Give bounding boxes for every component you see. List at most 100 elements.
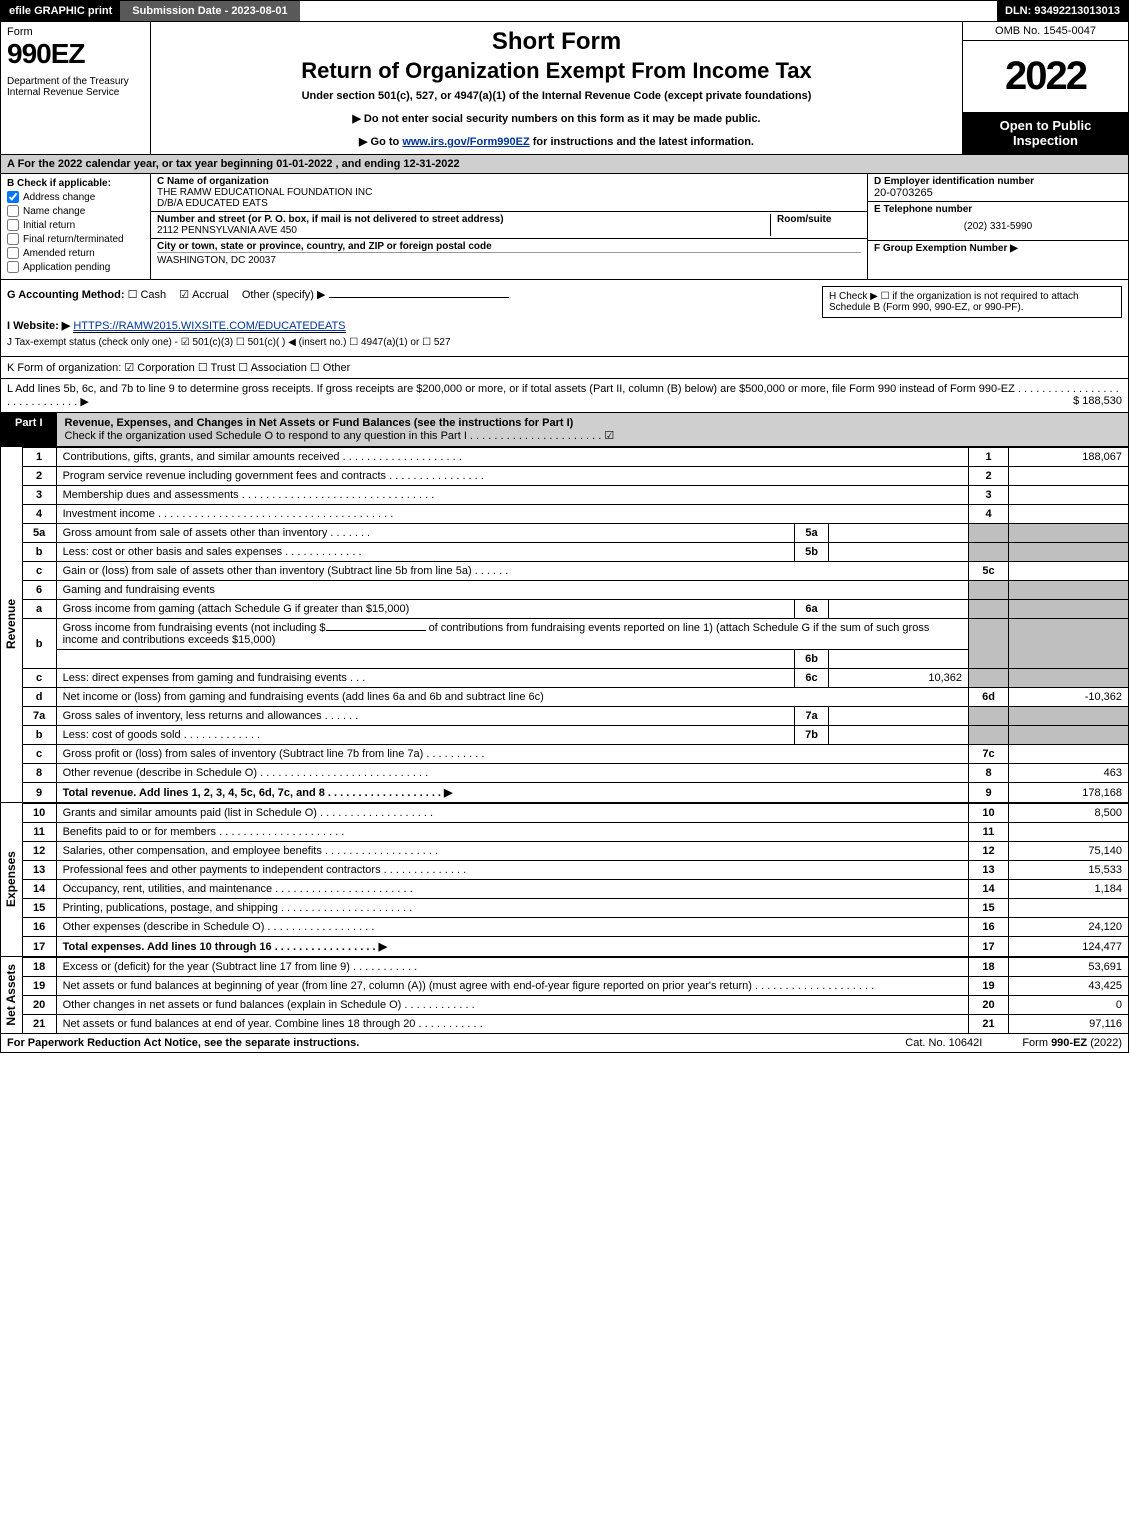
l18-code: 18 <box>969 958 1009 977</box>
l13-num: 13 <box>22 861 56 880</box>
line-17: 17Total expenses. Add lines 10 through 1… <box>22 937 1128 957</box>
l6c-code-shade <box>969 669 1009 688</box>
line-13: 13Professional fees and other payments t… <box>22 861 1128 880</box>
l8-code: 8 <box>969 764 1009 783</box>
line-20: 20Other changes in net assets or fund ba… <box>22 996 1128 1015</box>
l10-amount: 8,500 <box>1009 804 1129 823</box>
l12-num: 12 <box>22 842 56 861</box>
efile-label[interactable]: efile GRAPHIC print <box>1 1 120 21</box>
line-10: 10Grants and similar amounts paid (list … <box>22 804 1128 823</box>
l9-text: Total revenue. Add lines 1, 2, 3, 4, 5c,… <box>56 783 968 803</box>
cb-initial-return[interactable]: Initial return <box>7 219 144 231</box>
g-accrual[interactable]: ☑ Accrual <box>179 288 229 301</box>
l5b-innum: 5b <box>795 543 829 562</box>
cb-name-change[interactable]: Name change <box>7 205 144 217</box>
l20-code: 20 <box>969 996 1009 1015</box>
phone-value: (202) 331-5990 <box>874 215 1122 238</box>
omb-number: OMB No. 1545-0047 <box>963 22 1128 41</box>
tax-year: 2022 <box>963 41 1128 112</box>
l11-code: 11 <box>969 823 1009 842</box>
cb-application-pending[interactable]: Application pending <box>7 261 144 273</box>
cb-name-change-label: Name change <box>23 206 85 217</box>
note2-pre: ▶ Go to <box>359 136 402 148</box>
l21-num: 21 <box>22 1015 56 1034</box>
l11-amount <box>1009 823 1129 842</box>
g-other-label: Other (specify) ▶ <box>242 289 326 301</box>
l4-amount <box>1009 505 1129 524</box>
irs-link[interactable]: www.irs.gov/Form990EZ <box>402 136 529 148</box>
g-other-input[interactable] <box>329 297 509 298</box>
l14-amount: 1,184 <box>1009 880 1129 899</box>
l1-amount: 188,067 <box>1009 448 1129 467</box>
net-assets-table: 18Excess or (deficit) for the year (Subt… <box>22 957 1129 1034</box>
room-label: Room/suite <box>777 214 831 225</box>
l5c-amount <box>1009 562 1129 581</box>
g-accrual-label: Accrual <box>192 289 229 301</box>
l6a-innum: 6a <box>795 600 829 619</box>
l18-num: 18 <box>22 958 56 977</box>
l6b-inval <box>829 650 969 669</box>
addr-label: Number and street (or P. O. box, if mail… <box>157 214 504 225</box>
l5c-num: c <box>22 562 56 581</box>
line-5a: 5aGross amount from sale of assets other… <box>22 524 1128 543</box>
expenses-rot-text: Expenses <box>2 845 20 913</box>
l7b-code-shade <box>969 726 1009 745</box>
cb-amended-return-input[interactable] <box>7 247 19 259</box>
l7b-text: Less: cost of goods sold . . . . . . . .… <box>56 726 794 745</box>
l7b-amt-shade <box>1009 726 1129 745</box>
cb-final-return-input[interactable] <box>7 233 19 245</box>
g-label: G Accounting Method: <box>7 289 125 301</box>
l6-code-shade <box>969 581 1009 600</box>
cb-application-pending-input[interactable] <box>7 261 19 273</box>
l11-text: Benefits paid to or for members . . . . … <box>56 823 968 842</box>
l1-num: 1 <box>22 448 56 467</box>
l13-code: 13 <box>969 861 1009 880</box>
l16-text: Other expenses (describe in Schedule O) … <box>56 918 968 937</box>
e-block: E Telephone number (202) 331-5990 <box>868 202 1128 241</box>
l6b-spacer <box>56 650 794 669</box>
l7c-amount <box>1009 745 1129 764</box>
part-1-tag: Part I <box>1 413 57 446</box>
l3-num: 3 <box>22 486 56 505</box>
cb-application-pending-label: Application pending <box>23 262 110 273</box>
line-7a: 7aGross sales of inventory, less returns… <box>22 707 1128 726</box>
l7a-innum: 7a <box>795 707 829 726</box>
l7c-num: c <box>22 745 56 764</box>
l5a-text: Gross amount from sale of assets other t… <box>56 524 794 543</box>
l11-num: 11 <box>22 823 56 842</box>
g-cash[interactable]: ☐ Cash <box>128 288 167 301</box>
l3-code: 3 <box>969 486 1009 505</box>
revenue-side-label: Revenue <box>0 447 22 803</box>
line-6d: dNet income or (loss) from gaming and fu… <box>22 688 1128 707</box>
l20-num: 20 <box>22 996 56 1015</box>
footer-cat-no: Cat. No. 10642I <box>865 1037 1022 1049</box>
l8-text: Other revenue (describe in Schedule O) .… <box>56 764 968 783</box>
l9-amount: 178,168 <box>1009 783 1129 803</box>
l2-amount <box>1009 467 1129 486</box>
cb-final-return[interactable]: Final return/terminated <box>7 233 144 245</box>
cb-name-change-input[interactable] <box>7 205 19 217</box>
cb-amended-return[interactable]: Amended return <box>7 247 144 259</box>
website-link[interactable]: HTTPS://RAMW2015.WIXSITE.COM/EDUCATEDEAT… <box>73 320 345 333</box>
header-center: Short Form Return of Organization Exempt… <box>151 22 963 154</box>
dba-name: D/B/A EDUCATED EATS <box>157 198 268 209</box>
line-2: 2Program service revenue including gover… <box>22 467 1128 486</box>
l15-amount <box>1009 899 1129 918</box>
l15-code: 15 <box>969 899 1009 918</box>
l4-num: 4 <box>22 505 56 524</box>
section-b-through-f: B Check if applicable: Address change Na… <box>0 174 1129 280</box>
ein-value: 20-0703265 <box>874 187 933 199</box>
line-19: 19Net assets or fund balances at beginni… <box>22 977 1128 996</box>
l5b-inval <box>829 543 969 562</box>
cb-initial-return-label: Initial return <box>23 220 75 231</box>
l6a-amt-shade <box>1009 600 1129 619</box>
cb-initial-return-input[interactable] <box>7 219 19 231</box>
l6b-blank[interactable] <box>326 630 426 631</box>
cb-address-change-input[interactable] <box>7 191 19 203</box>
part-1-header: Part I Revenue, Expenses, and Changes in… <box>0 413 1129 447</box>
l19-text: Net assets or fund balances at beginning… <box>56 977 968 996</box>
cb-address-change[interactable]: Address change <box>7 191 144 203</box>
l5b-code-shade <box>969 543 1009 562</box>
l6a-text: Gross income from gaming (attach Schedul… <box>56 600 794 619</box>
topbar-spacer <box>300 1 997 21</box>
